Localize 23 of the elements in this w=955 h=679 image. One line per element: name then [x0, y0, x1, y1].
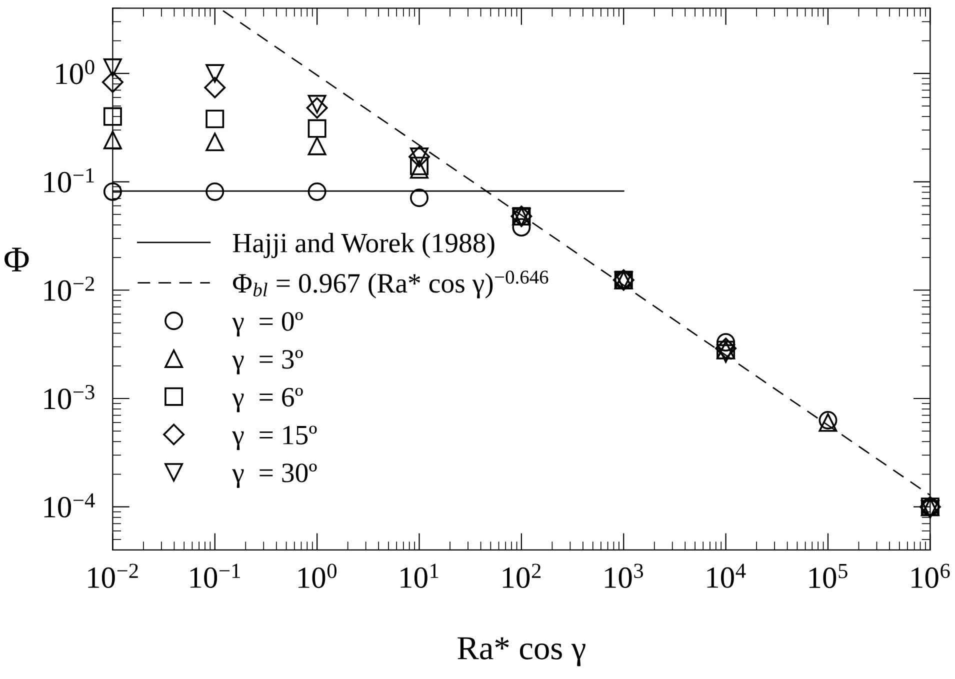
legend-label: γ = 3º: [232, 350, 303, 374]
y-tick-label: 10$^{−1}$: [44, 168, 94, 192]
legend-label: γ = 0º: [232, 312, 303, 337]
y-tick-label: 10$^{−4}$: [44, 493, 95, 518]
legend-label: Hajji and Worek (1988): [232, 232, 494, 258]
x-tick-label: 10$^{5}$: [809, 564, 848, 588]
x-tick-label: 10$^{3}$: [605, 564, 644, 588]
x-tick-label: 10$^{4}$: [707, 564, 746, 588]
y-tick-label: 10$^{−2}$: [44, 276, 94, 301]
legend-label: Φ$_{bl}$ = 0.967 (Ra* cos γ)$^{−0.646}$: [232, 270, 548, 298]
x-tick-label: 10$^{2}$: [502, 564, 541, 588]
x-tick-label: 10$^{0}$: [298, 564, 337, 588]
legend-label: γ = 15º: [232, 426, 317, 450]
x-tick-label: 10$^{−2}$: [88, 564, 138, 588]
x-axis-title: Ra* cos γ: [458, 637, 586, 666]
legend-label: γ = 6º: [232, 388, 303, 412]
legend-label: γ = 30º: [232, 464, 317, 488]
y-tick-label: 10$^{−3}$: [44, 384, 94, 410]
x-tick-label: 10$^{1}$: [400, 564, 438, 588]
x-tick-label: 10$^{−1}$: [190, 564, 240, 588]
y-tick-label: 10$^{0}$: [56, 60, 94, 84]
y-axis-title: Φ: [4, 248, 29, 272]
x-tick-label: 10$^{6}$: [912, 564, 950, 588]
